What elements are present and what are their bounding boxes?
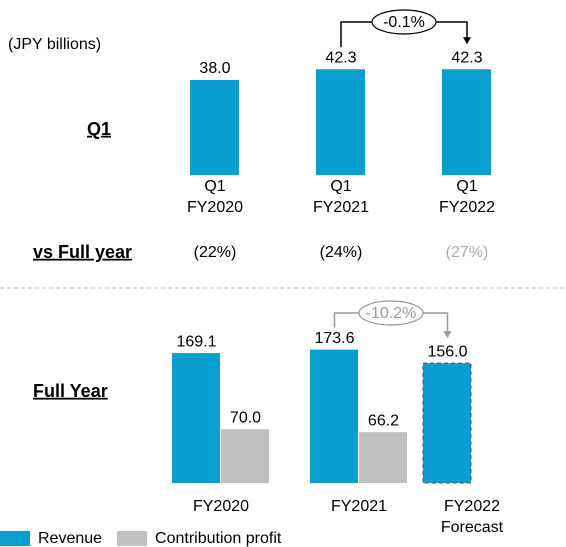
vs-full-year-label: vs Full year (33, 242, 132, 262)
bar (190, 80, 239, 175)
unit-label: (JPY billions) (8, 36, 101, 53)
x-tick-label: FY2020 (187, 199, 243, 216)
x-tick-label: FY2022 (444, 498, 500, 515)
bar (316, 69, 365, 175)
section-title: Full Year (33, 381, 108, 401)
value-label: 66.2 (368, 412, 399, 429)
bar (310, 349, 358, 483)
x-tick-label: Forecast (441, 519, 504, 536)
x-tick-label: FY2020 (193, 498, 249, 515)
value-label: 42.3 (451, 49, 482, 66)
bar (221, 429, 269, 483)
annotation-text: -0.1% (383, 14, 425, 31)
share-label: (24%) (320, 244, 363, 261)
value-label: 169.1 (176, 333, 216, 350)
value-label: 38.0 (199, 60, 230, 77)
bar (442, 69, 491, 175)
value-label: 70.0 (230, 409, 261, 426)
share-label: (27%) (446, 244, 489, 261)
x-tick-label: Q1 (330, 178, 351, 195)
annotation-arrow (463, 37, 471, 45)
x-tick-label: Q1 (456, 178, 477, 195)
bar (422, 362, 472, 484)
section-title: Q1 (87, 119, 111, 139)
x-tick-label: Q1 (204, 178, 225, 195)
legend-swatch (0, 531, 30, 546)
value-label: 173.6 (314, 330, 354, 347)
value-label: 156.0 (427, 343, 467, 360)
legend-label: Revenue (38, 530, 102, 547)
bar (172, 353, 220, 483)
x-tick-label: FY2021 (331, 498, 387, 515)
legend-swatch (117, 531, 148, 546)
annotation-arrow (443, 331, 452, 339)
legend-label: Contribution profit (155, 530, 282, 547)
annotation-bubble (358, 300, 424, 326)
share-label: (22%) (194, 244, 237, 261)
x-tick-label: FY2021 (313, 199, 369, 216)
bar (359, 432, 407, 483)
annotation-text: -10.2% (366, 305, 417, 322)
x-tick-label: FY2022 (439, 199, 495, 216)
value-label: 42.3 (325, 49, 356, 66)
annotation-bubble (371, 9, 437, 35)
